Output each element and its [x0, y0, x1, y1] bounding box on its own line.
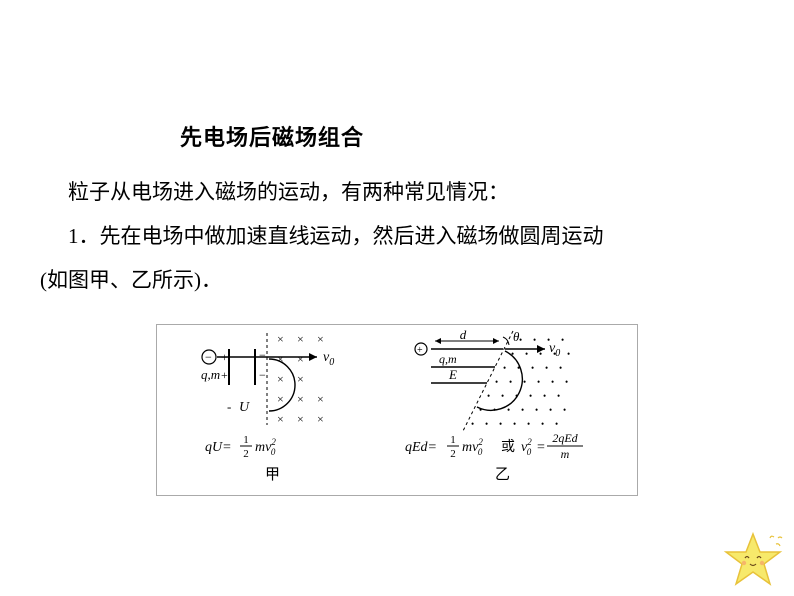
- svg-text:•: •: [563, 405, 566, 415]
- svg-text:×: ×: [297, 372, 304, 386]
- svg-text:•: •: [543, 391, 546, 401]
- figure-svg: × × × × × × × × × × × × × + + − − − v0 q,m U: [157, 325, 637, 495]
- svg-text:•: •: [565, 377, 568, 387]
- svg-text:•: •: [479, 405, 482, 415]
- right-or: 或: [501, 439, 515, 455]
- star-body: [726, 534, 780, 584]
- svg-text:×: ×: [277, 332, 284, 346]
- left-U-minus: -: [227, 399, 231, 414]
- svg-text:•: •: [519, 335, 522, 345]
- right-d-label: d: [460, 327, 467, 342]
- svg-text:•: •: [551, 377, 554, 387]
- svg-text:•: •: [499, 419, 502, 429]
- left-plus2: +: [221, 368, 228, 382]
- svg-text:×: ×: [317, 412, 324, 426]
- svg-text:×: ×: [277, 392, 284, 406]
- svg-text:2: 2: [243, 448, 249, 460]
- right-arc: [477, 351, 522, 410]
- svg-text:•: •: [537, 377, 540, 387]
- svg-text:qU=: qU=: [205, 440, 232, 455]
- right-particle-sign: +: [417, 345, 423, 356]
- svg-text:×: ×: [277, 372, 284, 386]
- svg-text:qEd=: qEd=: [405, 440, 437, 455]
- left-particle-sign: −: [205, 350, 212, 364]
- svg-text:•: •: [561, 335, 564, 345]
- case1-line1: 1．先在电场中做加速直线运动，然后进入磁场做圆周运动: [68, 214, 754, 258]
- left-velocity-arrow: [309, 353, 317, 361]
- case1-line2: (如图甲、乙所示)．: [40, 258, 754, 302]
- svg-text:1: 1: [243, 434, 249, 446]
- right-v0: v0: [549, 341, 560, 359]
- svg-text:v20: v20: [521, 437, 532, 457]
- right-equation1: qEd= 1 2 mv20: [405, 434, 483, 460]
- svg-text:•: •: [533, 335, 536, 345]
- svg-text:•: •: [527, 419, 530, 429]
- svg-text:•: •: [559, 363, 562, 373]
- svg-text:m: m: [561, 447, 570, 461]
- svg-text:2: 2: [450, 448, 456, 460]
- svg-text:×: ×: [277, 412, 284, 426]
- svg-text:•: •: [521, 405, 524, 415]
- svg-text:•: •: [567, 349, 570, 359]
- svg-text:•: •: [495, 377, 498, 387]
- svg-text:•: •: [541, 419, 544, 429]
- svg-text:mv20: mv20: [255, 437, 276, 457]
- svg-text:•: •: [501, 391, 504, 401]
- left-minus2: −: [259, 368, 266, 382]
- svg-text:×: ×: [297, 352, 304, 366]
- svg-text:•: •: [531, 363, 534, 373]
- svg-text:•: •: [503, 363, 506, 373]
- star-decoration: [720, 530, 786, 590]
- svg-text:•: •: [529, 391, 532, 401]
- svg-text:•: •: [509, 377, 512, 387]
- svg-text:=: =: [537, 440, 545, 455]
- right-d-arrow-l: [435, 338, 441, 344]
- svg-text:×: ×: [297, 332, 304, 346]
- svg-text:•: •: [471, 419, 474, 429]
- svg-text:×: ×: [277, 352, 284, 366]
- svg-text:×: ×: [297, 392, 304, 406]
- right-caption: 乙: [495, 467, 510, 483]
- right-E: E: [448, 367, 457, 382]
- right-dashed-boundary: [463, 331, 513, 431]
- svg-text:•: •: [535, 405, 538, 415]
- svg-text:mv20: mv20: [462, 437, 483, 457]
- left-equation: qU= 1 2 mv20: [205, 434, 276, 460]
- left-v0: v0: [323, 350, 334, 368]
- star-blush-left: [742, 561, 746, 565]
- svg-text:•: •: [485, 419, 488, 429]
- svg-text:•: •: [545, 363, 548, 373]
- right-figure-group: •••• ••••• ••••• •••••• •••••• ••••••• •…: [405, 327, 583, 483]
- svg-text:•: •: [557, 391, 560, 401]
- left-U: U: [239, 400, 250, 415]
- svg-text:×: ×: [317, 332, 324, 346]
- svg-text:•: •: [549, 405, 552, 415]
- svg-text:•: •: [525, 349, 528, 359]
- figure-box: × × × × × × × × × × × × × + + − − − v0 q,m U: [156, 324, 638, 496]
- left-caption: 甲: [265, 467, 280, 483]
- right-d-arrow-r: [493, 338, 499, 344]
- right-theta-arc: [503, 337, 509, 345]
- right-qm: q,m: [439, 352, 457, 366]
- left-minus: −: [259, 348, 266, 362]
- right-theta: θ: [513, 329, 520, 344]
- svg-text:×: ×: [297, 412, 304, 426]
- left-cross-field: × × × × × × × × × × × × ×: [277, 332, 324, 426]
- svg-text:2qEd: 2qEd: [552, 431, 578, 445]
- section-title: 先电场后磁场组合: [180, 120, 754, 152]
- svg-text:×: ×: [317, 392, 324, 406]
- left-qm: q,m: [201, 367, 220, 382]
- svg-text:•: •: [513, 419, 516, 429]
- star-blush-right: [760, 561, 764, 565]
- svg-text:•: •: [523, 377, 526, 387]
- star-sparks: [770, 536, 782, 546]
- svg-text:1: 1: [450, 434, 456, 446]
- right-equation2: v20 = 2qEd m: [521, 431, 583, 461]
- svg-text:•: •: [487, 391, 490, 401]
- svg-text:•: •: [555, 419, 558, 429]
- intro-paragraph: 粒子从电场进入磁场的运动，有两种常见情况：: [68, 170, 754, 214]
